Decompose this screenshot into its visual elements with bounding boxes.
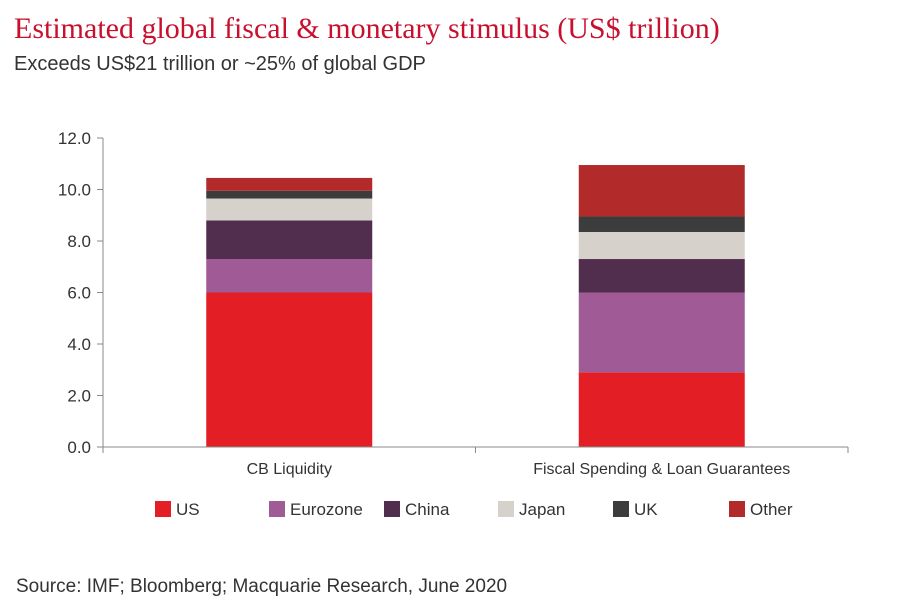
bar-segment-eurozone [578,292,745,373]
bar-segment-other [578,165,745,217]
y-tick-label: 12.0 [58,129,91,148]
x-axis: CB Liquidity Fiscal Spending & Loan Guara… [102,446,849,478]
legend-swatch-other [729,501,745,517]
legend-label-uk: UK [634,500,658,519]
bar-segment-other [206,177,373,191]
y-tick-label: 8.0 [67,232,91,251]
legend-swatch-uk [613,501,629,517]
bar-segment-eurozone [206,259,373,293]
stacked-bar-chart: 0.0 2.0 4.0 6.0 8.0 10.0 12.0 CB Liquidity Fisc… [58,129,849,519]
y-tick-label: 10.0 [58,181,91,200]
bar-segment-japan [578,231,745,260]
x-category-label: CB Liquidity [247,461,332,478]
bars [206,165,745,447]
chart-title: Estimated global fiscal & monetary stimu… [14,12,720,45]
bar-segment-china [206,220,373,260]
bar-segment-us [206,292,373,447]
source-note: Source: IMF; Bloomberg; Macquarie Resear… [16,576,508,597]
bar-segment-us [578,372,745,447]
legend-swatch-eurozone [269,501,285,517]
x-category-label: Fiscal Spending & Loan Guarantees [533,461,790,478]
legend-label-other: Other [750,500,793,519]
chart-subtitle: Exceeds US$21 trillion or ~25% of global… [14,53,426,75]
legend-label-eurozone: Eurozone [290,500,363,519]
y-tick-label: 6.0 [67,284,91,303]
legend-swatch-us [155,501,171,517]
y-axis: 0.0 2.0 4.0 6.0 8.0 10.0 12.0 [58,129,104,457]
legend-swatch-china [384,501,400,517]
legend-label-china: China [405,500,450,519]
y-tick-label: 4.0 [67,335,91,354]
y-tick-label: 2.0 [67,387,91,406]
legend-swatch-japan [498,501,514,517]
bar-segment-uk [578,216,745,232]
bar-segment-china [578,259,745,293]
legend-label-japan: Japan [519,500,565,519]
legend: US Eurozone China Japan UK Other [155,500,793,519]
legend-label-us: US [176,500,200,519]
bar-segment-uk [206,190,373,199]
bar-segment-japan [206,198,373,221]
y-tick-label: 0.0 [67,438,91,457]
